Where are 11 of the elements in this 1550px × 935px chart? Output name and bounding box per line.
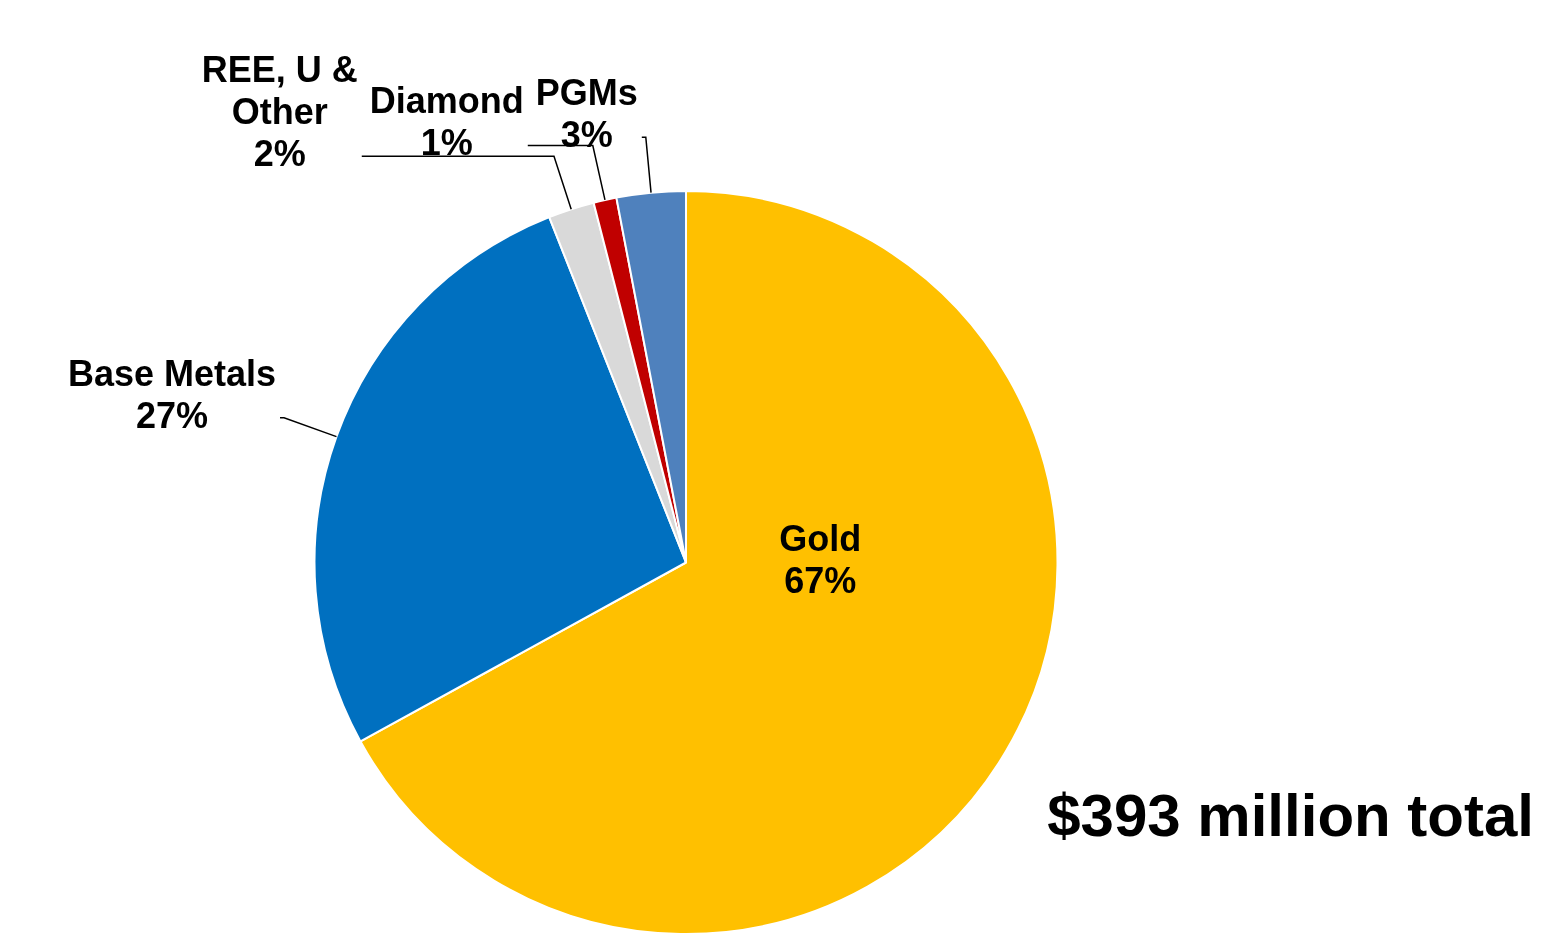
slice-label: Diamond xyxy=(369,80,524,122)
data-label: 27% xyxy=(135,394,209,436)
data-label: 2% xyxy=(253,133,306,175)
slice-label: REE, U & Other xyxy=(201,49,358,133)
slice-label: PGMs xyxy=(535,72,638,114)
data-label: 67% xyxy=(784,559,857,601)
text: $393 million total xyxy=(1047,781,1534,850)
data-label: 3% xyxy=(560,114,613,156)
slice-label: Gold xyxy=(779,517,862,559)
slice-label: Base Metals xyxy=(67,352,277,394)
data-label: 1% xyxy=(420,122,473,164)
